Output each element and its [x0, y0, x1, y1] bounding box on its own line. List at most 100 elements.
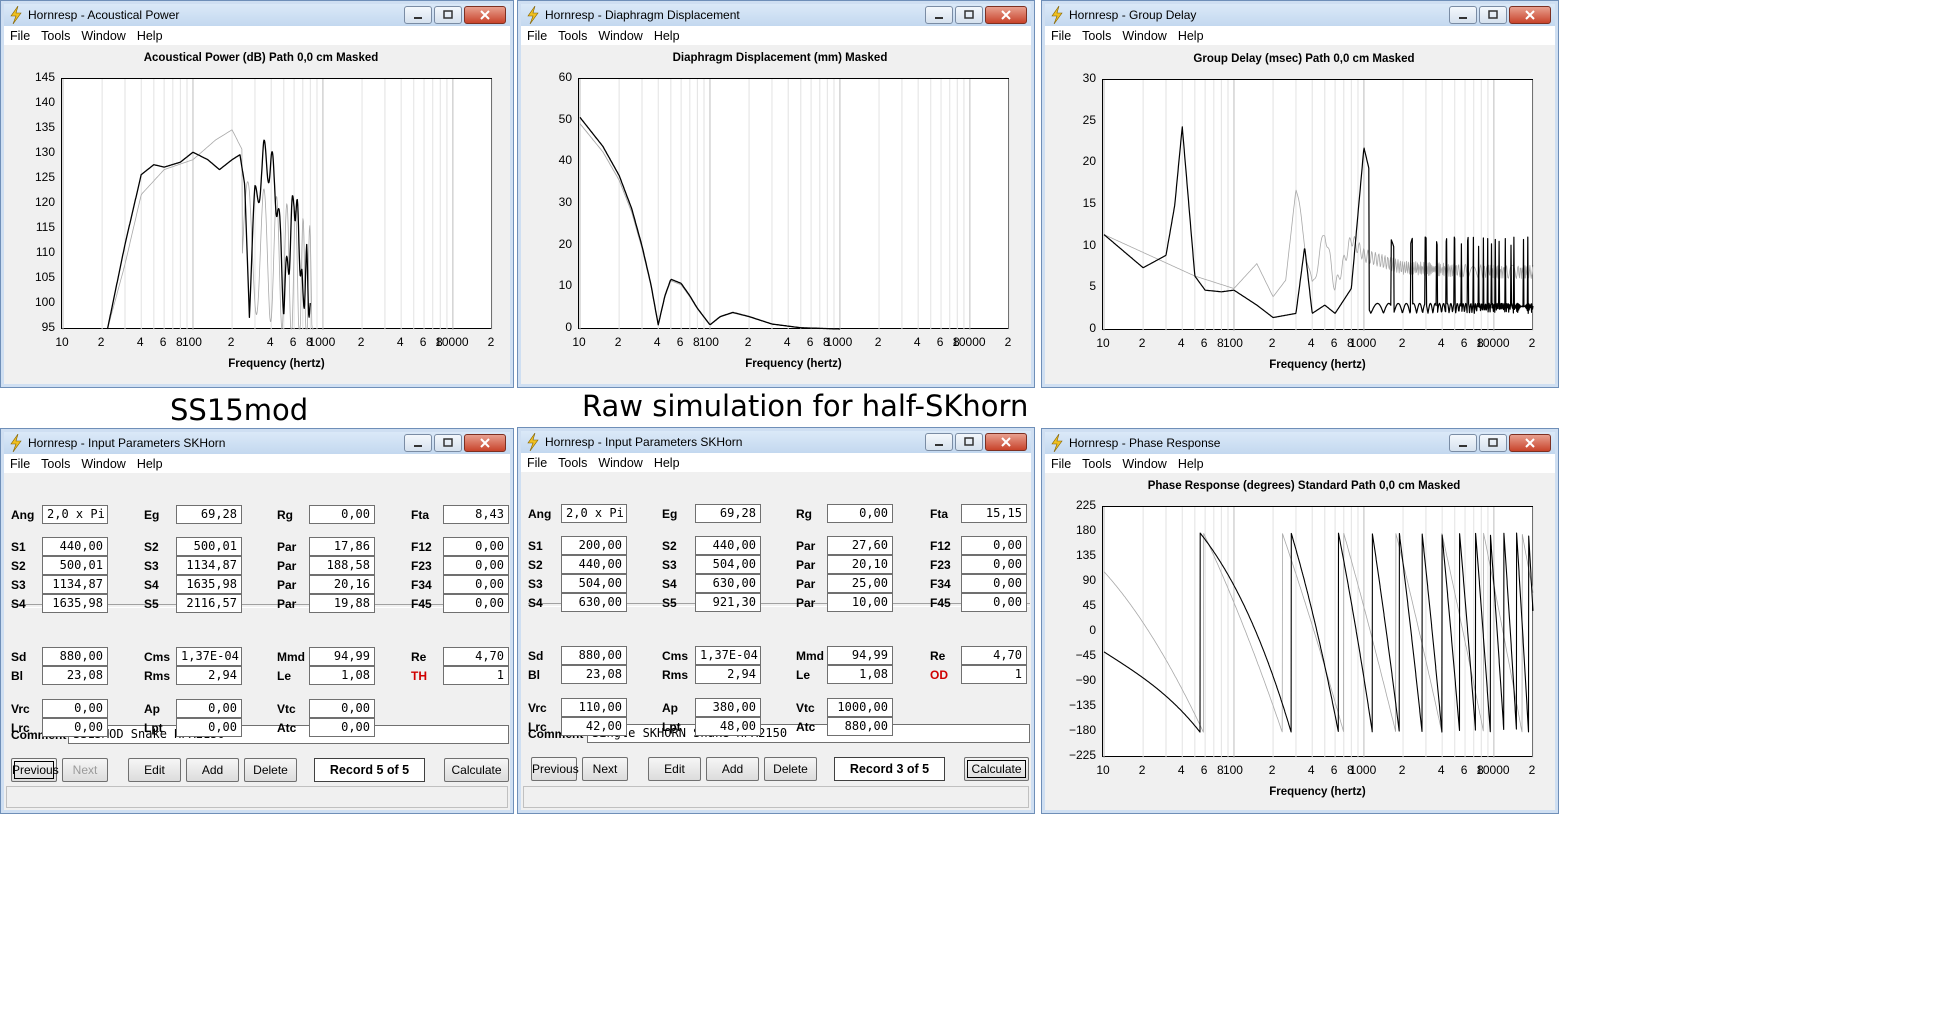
param-field-mmd[interactable]: 94,99 — [309, 647, 375, 666]
param-field-s3[interactable]: 504,00 — [561, 574, 627, 593]
title-bar[interactable]: Hornresp - Acoustical Power — [4, 4, 510, 26]
maximize-button[interactable] — [955, 6, 983, 24]
menu-help[interactable]: Help — [136, 457, 163, 471]
param-field-f34[interactable]: 0,00 — [443, 575, 509, 594]
param-field-atc[interactable]: 0,00 — [309, 718, 375, 737]
maximize-button[interactable] — [955, 433, 983, 451]
param-field-fta[interactable]: 15,15 — [961, 504, 1027, 523]
param-field-ap[interactable]: 380,00 — [695, 698, 761, 717]
close-button[interactable] — [985, 433, 1027, 451]
param-field-par[interactable]: 188,58 — [309, 556, 375, 575]
next-button[interactable]: Next — [62, 758, 108, 782]
menu-help[interactable]: Help — [653, 29, 680, 43]
delete-button[interactable]: Delete — [244, 758, 297, 782]
minimize-button[interactable] — [925, 433, 953, 451]
menu-window[interactable]: Window — [81, 29, 126, 43]
title-bar[interactable]: Hornresp - Group Delay — [1045, 4, 1555, 26]
param-field-ap[interactable]: 0,00 — [176, 699, 242, 718]
title-bar[interactable]: Hornresp - Diaphragm Displacement — [521, 4, 1031, 26]
param-field-vtc[interactable]: 1000,00 — [827, 698, 893, 717]
maximize-button[interactable] — [1479, 6, 1507, 24]
param-field-s4[interactable]: 630,00 — [695, 574, 761, 593]
param-field-lrc[interactable]: 0,00 — [42, 718, 108, 737]
menu-tools[interactable]: Tools — [1082, 457, 1112, 471]
param-field-eg[interactable]: 69,28 — [176, 505, 242, 524]
param-field-s4[interactable]: 1635,98 — [176, 575, 242, 594]
param-field-ang[interactable]: 2,0 x Pi — [561, 504, 627, 523]
param-field-lpt[interactable]: 48,00 — [695, 717, 761, 736]
menu-help[interactable]: Help — [136, 29, 163, 43]
menu-tools[interactable]: Tools — [41, 29, 71, 43]
minimize-button[interactable] — [1449, 6, 1477, 24]
param-field-f45[interactable]: 0,00 — [961, 593, 1027, 612]
menu-tools[interactable]: Tools — [41, 457, 71, 471]
edit-button[interactable]: Edit — [648, 757, 701, 781]
param-field-lpt[interactable]: 0,00 — [176, 718, 242, 737]
param-field-f34[interactable]: 0,00 — [961, 574, 1027, 593]
maximize-button[interactable] — [434, 434, 462, 452]
param-field-s1[interactable]: 200,00 — [561, 536, 627, 555]
param-field-bl[interactable]: 23,08 — [42, 666, 108, 685]
calculate-button[interactable]: Calculate — [444, 758, 509, 782]
maximize-button[interactable] — [1479, 434, 1507, 452]
minimize-button[interactable] — [404, 434, 432, 452]
param-field-cms[interactable]: 1,37E-04 — [695, 646, 761, 665]
delete-button[interactable]: Delete — [764, 757, 817, 781]
param-field-vtc[interactable]: 0,00 — [309, 699, 375, 718]
param-field-s4[interactable]: 630,00 — [561, 593, 627, 612]
param-field-th[interactable]: 1 — [443, 666, 509, 685]
previous-button[interactable]: Previous — [11, 758, 59, 782]
param-field-par[interactable]: 19,88 — [309, 594, 375, 613]
param-field-le[interactable]: 1,08 — [309, 666, 375, 685]
param-field-s5[interactable]: 921,30 — [695, 593, 761, 612]
param-field-par[interactable]: 25,00 — [827, 574, 893, 593]
param-field-s3[interactable]: 1134,87 — [42, 575, 108, 594]
param-field-s2[interactable]: 500,01 — [176, 537, 242, 556]
param-field-rg[interactable]: 0,00 — [309, 505, 375, 524]
minimize-button[interactable] — [404, 6, 432, 24]
param-field-f23[interactable]: 0,00 — [961, 555, 1027, 574]
previous-button[interactable]: Previous — [531, 757, 579, 781]
minimize-button[interactable] — [925, 6, 953, 24]
param-field-s2[interactable]: 440,00 — [561, 555, 627, 574]
param-field-le[interactable]: 1,08 — [827, 665, 893, 684]
close-button[interactable] — [464, 434, 506, 452]
param-field-fta[interactable]: 8,43 — [443, 505, 509, 524]
menu-tools[interactable]: Tools — [1082, 29, 1112, 43]
param-field-s4[interactable]: 1635,98 — [42, 594, 108, 613]
menu-tools[interactable]: Tools — [558, 456, 588, 470]
menu-window[interactable]: Window — [1122, 457, 1167, 471]
param-field-lrc[interactable]: 42,00 — [561, 717, 627, 736]
next-button[interactable]: Next — [582, 757, 628, 781]
param-field-sd[interactable]: 880,00 — [42, 647, 108, 666]
param-field-par[interactable]: 20,10 — [827, 555, 893, 574]
add-button[interactable]: Add — [706, 757, 759, 781]
param-field-f12[interactable]: 0,00 — [961, 536, 1027, 555]
param-field-vrc[interactable]: 0,00 — [42, 699, 108, 718]
menu-help[interactable]: Help — [653, 456, 680, 470]
param-field-f45[interactable]: 0,00 — [443, 594, 509, 613]
param-field-s5[interactable]: 2116,57 — [176, 594, 242, 613]
param-field-s3[interactable]: 1134,87 — [176, 556, 242, 575]
menu-file[interactable]: File — [10, 457, 31, 471]
param-field-vrc[interactable]: 110,00 — [561, 698, 627, 717]
menu-window[interactable]: Window — [81, 457, 126, 471]
title-bar[interactable]: Hornresp - Phase Response — [1045, 432, 1555, 454]
menu-file[interactable]: File — [1051, 457, 1072, 471]
param-field-par[interactable]: 27,60 — [827, 536, 893, 555]
menu-help[interactable]: Help — [1177, 457, 1204, 471]
menu-help[interactable]: Help — [1177, 29, 1204, 43]
param-field-rms[interactable]: 2,94 — [695, 665, 761, 684]
param-field-cms[interactable]: 1,37E-04 — [176, 647, 242, 666]
param-field-s2[interactable]: 440,00 — [695, 536, 761, 555]
close-button[interactable] — [1509, 434, 1551, 452]
param-field-rg[interactable]: 0,00 — [827, 504, 893, 523]
menu-file[interactable]: File — [1051, 29, 1072, 43]
menu-window[interactable]: Window — [598, 29, 643, 43]
param-field-od[interactable]: 1 — [961, 665, 1027, 684]
param-field-par[interactable]: 17,86 — [309, 537, 375, 556]
param-field-s3[interactable]: 504,00 — [695, 555, 761, 574]
param-field-par[interactable]: 10,00 — [827, 593, 893, 612]
param-field-s2[interactable]: 500,01 — [42, 556, 108, 575]
param-field-f12[interactable]: 0,00 — [443, 537, 509, 556]
